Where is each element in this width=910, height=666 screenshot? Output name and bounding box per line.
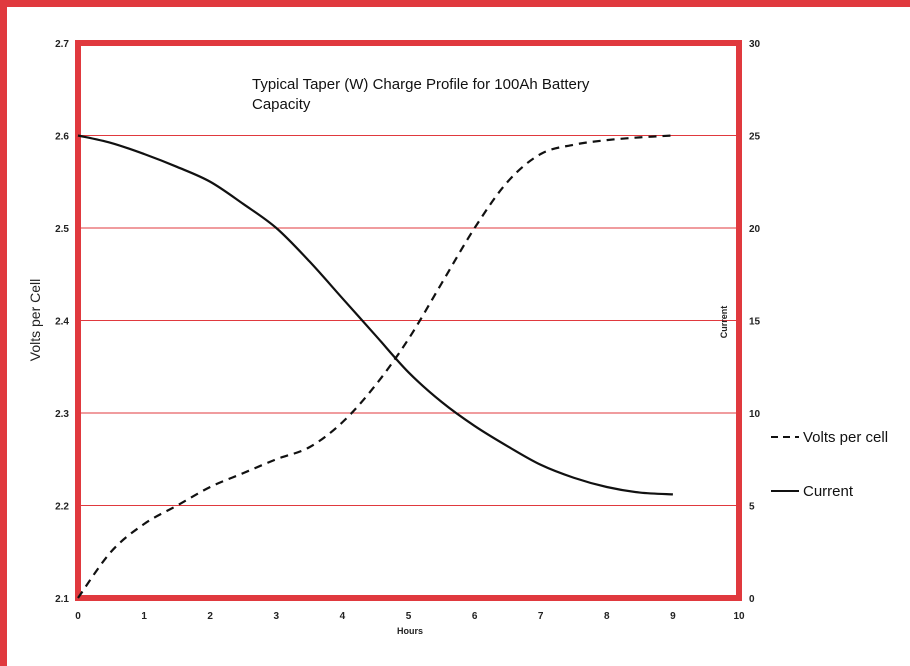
x-tick-label: 7 — [538, 611, 544, 622]
x-tick-label: 3 — [274, 611, 280, 622]
chart-title-line1: Typical Taper (W) Charge Profile for 100… — [252, 76, 590, 93]
y-right-tick-label: 0 — [749, 594, 755, 605]
tick-labels: 0 1 2 3 4 5 6 7 8 9 10 2.1 2.2 2.3 2.4 2.5 2.6 2.7 0 5 10 15 2… — [55, 39, 760, 622]
series-line-volts-per-cell — [77, 134, 673, 599]
y-left-tick-label: 2.5 — [55, 224, 69, 235]
chart-title-line2: Capacity — [252, 96, 311, 113]
y-right-tick-label: 25 — [749, 132, 761, 143]
x-tick-label: 2 — [207, 611, 213, 622]
y-right-tick-label: 10 — [749, 409, 761, 420]
x-tick-label: 1 — [141, 611, 147, 622]
y-right-tick-label: 15 — [749, 317, 761, 328]
x-tick-label: 6 — [472, 611, 478, 622]
y-right-tick-label: 5 — [749, 502, 755, 513]
x-tick-label: 8 — [604, 611, 610, 622]
y-left-tick-label: 2.2 — [55, 502, 69, 513]
gridlines — [78, 42, 739, 599]
legend-label-volts: Volts per cell — [803, 429, 888, 446]
y-right-tick-label: 20 — [749, 224, 761, 235]
x-tick-label: 0 — [75, 611, 81, 622]
y-left-tick-label: 2.7 — [55, 39, 69, 50]
series-line-current — [77, 134, 673, 496]
x-tick-label: 5 — [406, 611, 412, 622]
y-left-tick-label: 2.6 — [55, 132, 69, 143]
legend: Volts per cell Current — [771, 429, 888, 500]
y-left-tick-label: 2.3 — [55, 409, 69, 420]
y-axis-left-title: Volts per Cell — [27, 279, 43, 361]
x-tick-label: 10 — [733, 611, 745, 622]
y-right-tick-label: 30 — [749, 39, 761, 50]
y-left-tick-label: 2.4 — [55, 317, 69, 328]
y-axis-right-title: Current — [719, 306, 729, 339]
y-left-tick-label: 2.1 — [55, 594, 69, 605]
x-tick-label: 4 — [340, 611, 346, 622]
series-layer — [77, 134, 673, 599]
x-tick-label: 9 — [670, 611, 676, 622]
plot-area-border — [75, 40, 742, 601]
x-axis-title: Hours — [397, 626, 423, 636]
legend-label-current: Current — [803, 483, 854, 500]
